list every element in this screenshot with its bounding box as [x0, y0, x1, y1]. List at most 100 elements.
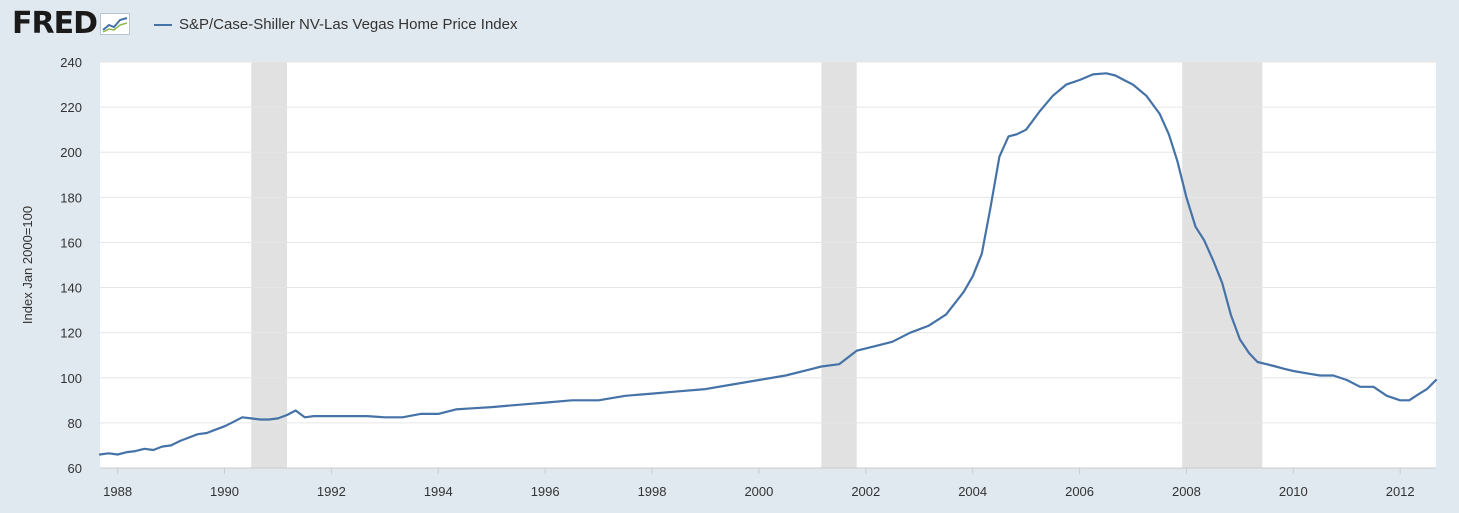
data-point[interactable] [224, 425, 226, 427]
data-point[interactable] [143, 448, 145, 450]
data-point[interactable] [1007, 135, 1009, 137]
data-point[interactable] [598, 399, 600, 401]
data-point[interactable] [108, 452, 110, 454]
data-point[interactable] [384, 416, 386, 418]
data-point[interactable] [152, 449, 154, 451]
data-point[interactable] [295, 409, 297, 411]
data-point[interactable] [1168, 133, 1170, 135]
data-point[interactable] [1426, 388, 1428, 390]
data-point[interactable] [892, 341, 894, 343]
data-point[interactable] [1185, 196, 1187, 198]
data-point[interactable] [1079, 79, 1081, 81]
data-point[interactable] [437, 413, 439, 415]
data-point[interactable] [99, 453, 101, 455]
data-point[interactable] [1319, 375, 1321, 377]
data-point[interactable] [473, 407, 475, 409]
data-point[interactable] [1248, 352, 1250, 354]
data-point[interactable] [179, 440, 181, 442]
data-point[interactable] [1257, 361, 1259, 363]
data-point[interactable] [241, 416, 243, 418]
data-point[interactable] [651, 393, 653, 395]
data-point[interactable] [1292, 370, 1294, 372]
data-point[interactable] [304, 416, 306, 418]
data-point[interactable] [1065, 84, 1067, 86]
data-point[interactable] [1239, 338, 1241, 340]
data-point[interactable] [197, 433, 199, 435]
data-point[interactable] [678, 390, 680, 392]
data-point[interactable] [838, 363, 840, 365]
data-point[interactable] [989, 208, 991, 210]
data-point[interactable] [268, 419, 270, 421]
data-point[interactable] [1332, 375, 1334, 377]
data-point[interactable] [998, 156, 1000, 158]
data-point[interactable] [321, 415, 323, 417]
data-point[interactable] [704, 388, 706, 390]
data-point[interactable] [544, 402, 546, 404]
data-point[interactable] [1203, 239, 1205, 241]
data-point[interactable] [214, 429, 216, 431]
chart-legend[interactable]: S&P/Case-Shiller NV-Las Vegas Home Price… [154, 15, 518, 35]
data-point[interactable] [1025, 129, 1027, 131]
data-point[interactable] [571, 399, 573, 401]
data-point[interactable] [811, 368, 813, 370]
data-point[interactable] [1092, 73, 1094, 75]
data-point[interactable] [259, 419, 261, 421]
data-point[interactable] [1417, 394, 1419, 396]
data-point[interactable] [330, 415, 332, 417]
data-point[interactable] [161, 446, 163, 448]
data-point[interactable] [206, 432, 208, 434]
data-point[interactable] [1195, 226, 1197, 228]
data-point[interactable] [785, 375, 787, 377]
data-point[interactable] [1038, 111, 1040, 113]
data-point[interactable] [1105, 72, 1107, 74]
data-point[interactable] [313, 415, 315, 417]
data-point[interactable] [1306, 372, 1308, 374]
data-point[interactable] [286, 414, 288, 416]
data-point[interactable] [1283, 368, 1285, 370]
data-point[interactable] [624, 395, 626, 397]
data-point[interactable] [1230, 314, 1232, 316]
data-point[interactable] [348, 415, 350, 417]
data-point[interactable] [1386, 395, 1388, 397]
fred-logo[interactable]: FRED [12, 7, 130, 41]
data-point[interactable] [1435, 379, 1437, 381]
data-point[interactable] [170, 444, 172, 446]
data-point[interactable] [277, 417, 279, 419]
data-point[interactable] [909, 332, 911, 334]
data-point[interactable] [856, 350, 858, 352]
data-point[interactable] [972, 275, 974, 277]
data-point[interactable] [945, 314, 947, 316]
data-point[interactable] [1176, 160, 1178, 162]
data-point[interactable] [1266, 363, 1268, 365]
data-point[interactable] [1275, 366, 1277, 368]
data-point[interactable] [233, 421, 235, 423]
data-point[interactable] [1212, 259, 1214, 261]
data-point[interactable] [117, 453, 119, 455]
data-point[interactable] [1114, 75, 1116, 77]
series-line[interactable] [98, 72, 1438, 456]
data-point[interactable] [1132, 84, 1134, 86]
data-point[interactable] [250, 417, 252, 419]
data-point[interactable] [874, 345, 876, 347]
data-point[interactable] [1145, 95, 1147, 97]
data-point[interactable] [731, 384, 733, 386]
data-point[interactable] [491, 406, 493, 408]
data-point[interactable] [1399, 399, 1401, 401]
data-point[interactable] [1221, 282, 1223, 284]
data-point[interactable] [1408, 399, 1410, 401]
data-point[interactable] [420, 413, 422, 415]
data-point[interactable] [126, 451, 128, 453]
data-point[interactable] [1123, 79, 1125, 81]
data-point[interactable] [963, 291, 965, 293]
data-point[interactable] [1159, 113, 1161, 115]
data-point[interactable] [1346, 379, 1348, 381]
data-point[interactable] [401, 416, 403, 418]
data-point[interactable] [517, 404, 519, 406]
data-point[interactable] [820, 366, 822, 368]
data-point[interactable] [134, 450, 136, 452]
data-point[interactable] [981, 253, 983, 255]
data-point[interactable] [758, 379, 760, 381]
data-point[interactable] [1016, 133, 1018, 135]
data-point[interactable] [1359, 386, 1361, 388]
data-point[interactable] [927, 325, 929, 327]
